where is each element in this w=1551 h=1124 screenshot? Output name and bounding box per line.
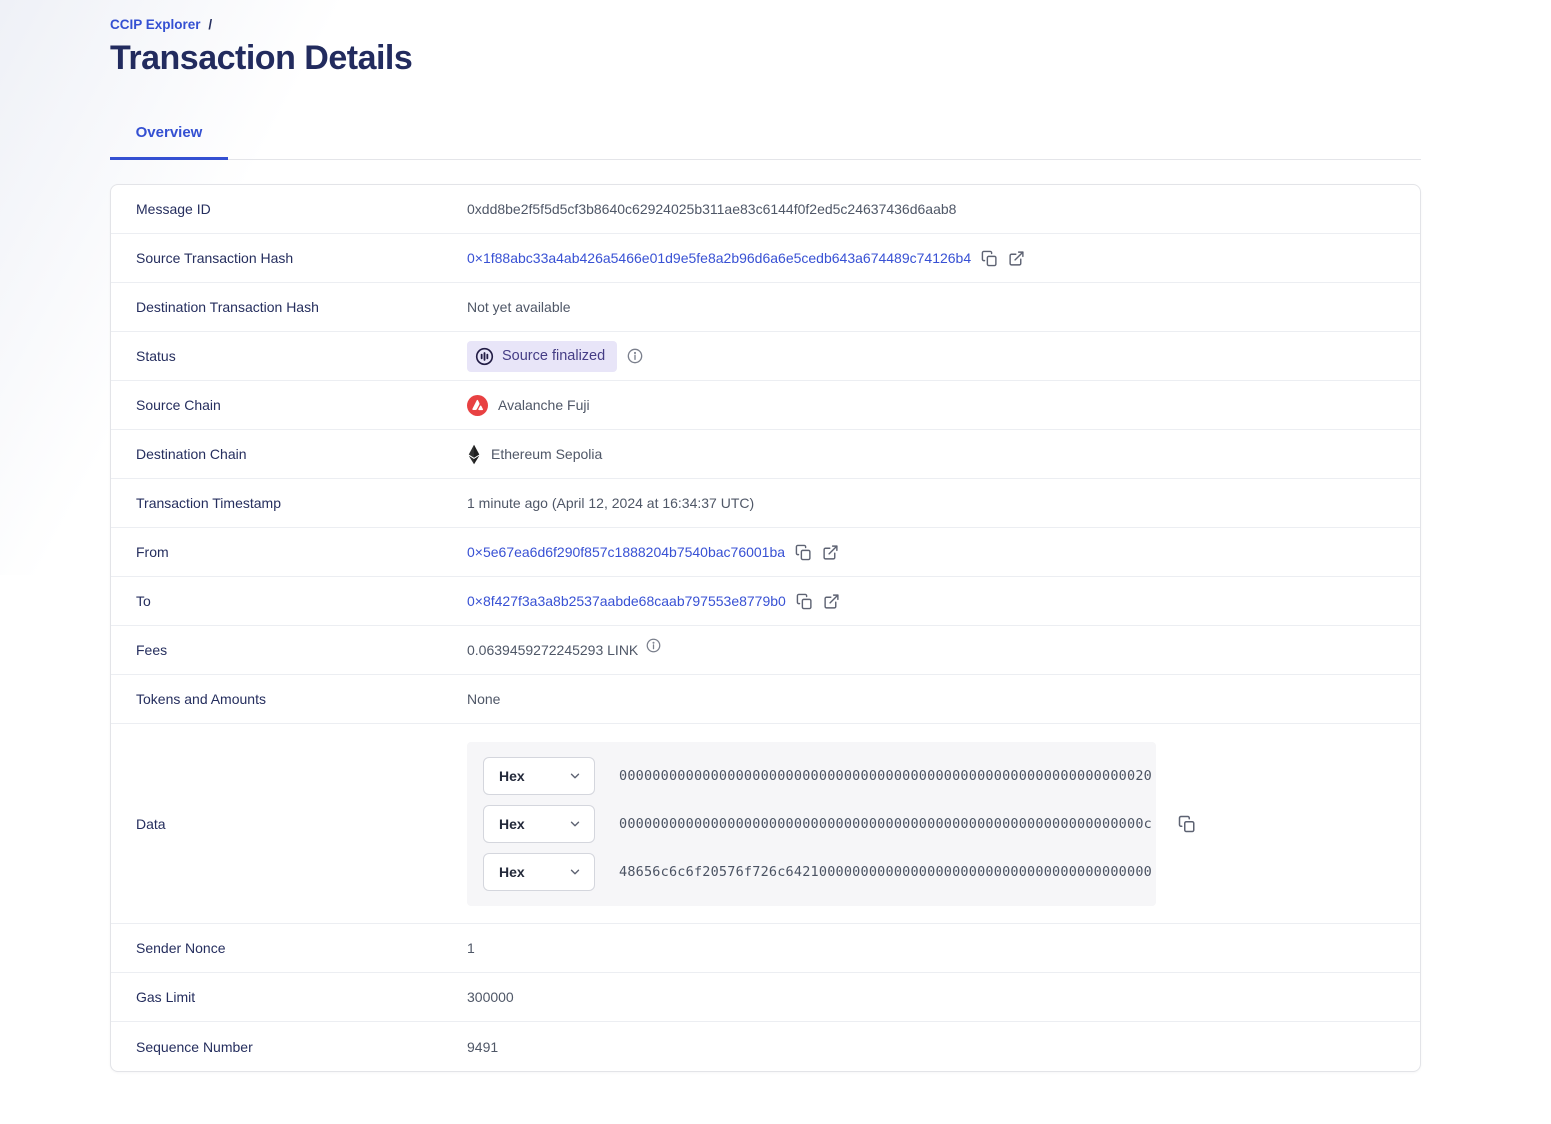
table-row-to: To 0×8f427f3a3a8b2537aabde68caab797553e8… — [111, 577, 1420, 626]
page: CCIP Explorer / Transaction Details Over… — [110, 17, 1421, 1072]
data-hex-word: 48656c6c6f20576f726c64210000000000000000… — [619, 863, 1152, 880]
transaction-details-table: Message ID 0xdd8be2f5f5d5cf3b8640c629240… — [110, 184, 1421, 1072]
select-value: Hex — [499, 815, 525, 832]
info-icon[interactable] — [646, 638, 661, 653]
copy-icon[interactable] — [795, 544, 812, 561]
breadcrumb: CCIP Explorer / — [110, 17, 1421, 32]
row-label: Source Chain — [136, 397, 221, 413]
data-format-select[interactable]: Hex — [483, 804, 595, 843]
external-link-icon[interactable] — [822, 544, 839, 561]
copy-icon[interactable] — [981, 250, 998, 267]
breadcrumb-separator: / — [208, 17, 213, 32]
table-row-source-tx-hash: Source Transaction Hash 0×1f88abc33a4ab4… — [111, 234, 1420, 283]
sequence-number-value: 9491 — [467, 1038, 499, 1055]
chevron-down-icon — [568, 769, 582, 783]
row-label: Destination Transaction Hash — [136, 299, 319, 315]
data-hex-panel: Hex 000000000000000000000000000000000000… — [467, 741, 1156, 906]
to-address-link[interactable]: 0×8f427f3a3a8b2537aabde68caab797553e8779… — [467, 593, 786, 609]
breadcrumb-link-ccip-explorer[interactable]: CCIP Explorer — [110, 17, 201, 32]
status-badge: Source finalized — [467, 340, 618, 372]
page-title: Transaction Details — [110, 39, 413, 77]
table-row-message-id: Message ID 0xdd8be2f5f5d5cf3b8640c629240… — [111, 185, 1420, 234]
ethereum-logo-icon — [467, 444, 481, 465]
message-id-value: 0xdd8be2f5f5d5cf3b8640c62924025b311ae83c… — [467, 201, 957, 217]
table-row-dest-tx-hash: Destination Transaction Hash Not yet ava… — [111, 283, 1420, 332]
table-row-sender-nonce: Sender Nonce 1 — [111, 924, 1420, 973]
select-value: Hex — [499, 863, 525, 880]
table-row-sequence-number: Sequence Number 9491 — [111, 1022, 1420, 1071]
row-label: Source Transaction Hash — [136, 250, 294, 266]
data-hex-word: 0000000000000000000000000000000000000000… — [619, 815, 1152, 832]
source-tx-hash-link[interactable]: 0×1f88abc33a4ab426a5466e01d9e5fe8a2b96d6… — [467, 250, 972, 266]
row-label: Transaction Timestamp — [136, 495, 281, 511]
row-label: Status — [136, 348, 176, 364]
tokens-value: None — [467, 691, 501, 707]
dest-tx-hash-value: Not yet available — [467, 299, 571, 315]
dest-chain-name: Ethereum Sepolia — [491, 446, 603, 462]
tab-overview[interactable]: Overview — [110, 124, 228, 160]
avalanche-logo-icon — [467, 394, 488, 416]
table-row-status: Status Source finalized — [111, 332, 1420, 381]
timestamp-value: 1 minute ago (April 12, 2024 at 16:34:37… — [467, 495, 755, 511]
row-label: Destination Chain — [136, 446, 247, 462]
data-format-select[interactable]: Hex — [483, 756, 595, 795]
data-line: Hex 000000000000000000000000000000000000… — [483, 804, 1152, 843]
select-value: Hex — [499, 767, 525, 784]
data-line: Hex 48656c6c6f20576f726c6421000000000000… — [483, 852, 1152, 891]
gas-limit-value: 300000 — [467, 989, 514, 1005]
data-hex-word: 0000000000000000000000000000000000000000… — [619, 767, 1152, 784]
chevron-down-icon — [568, 865, 582, 879]
tab-bar: Overview — [110, 124, 1421, 160]
table-row-source-chain: Source Chain Avalanche Fuji — [111, 381, 1420, 430]
row-label: Message ID — [136, 201, 211, 217]
table-row-from: From 0×5e67ea6d6f290f857c1888204b7540bac… — [111, 528, 1420, 577]
row-label: From — [136, 544, 169, 560]
external-link-icon[interactable] — [823, 593, 840, 610]
table-row-gas-limit: Gas Limit 300000 — [111, 973, 1420, 1022]
row-label: Sender Nonce — [136, 940, 226, 956]
row-label: Tokens and Amounts — [136, 691, 266, 707]
info-icon[interactable] — [627, 348, 643, 364]
row-label: Sequence Number — [136, 1038, 253, 1055]
table-row-dest-chain: Destination Chain Ethereum Sepolia — [111, 430, 1420, 479]
row-label: Fees — [136, 642, 168, 658]
sender-nonce-value: 1 — [467, 940, 475, 956]
row-label: Data — [136, 815, 166, 832]
row-label: Gas Limit — [136, 989, 196, 1005]
data-format-select[interactable]: Hex — [483, 852, 595, 891]
data-line: Hex 000000000000000000000000000000000000… — [483, 756, 1152, 795]
copy-icon[interactable] — [796, 593, 813, 610]
table-row-fees: Fees 0.0639459272245293 LINK — [111, 626, 1420, 675]
external-link-icon[interactable] — [1008, 250, 1025, 267]
fees-value: 0.0639459272245293 LINK — [467, 642, 639, 658]
status-badge-label: Source finalized — [502, 348, 606, 364]
table-row-data: Data Hex 0000000000000000000000000000000… — [111, 724, 1420, 924]
status-progress-icon — [475, 347, 494, 366]
from-address-link[interactable]: 0×5e67ea6d6f290f857c1888204b7540bac76001… — [467, 544, 786, 560]
source-chain-name: Avalanche Fuji — [498, 397, 590, 413]
table-row-tokens: Tokens and Amounts None — [111, 675, 1420, 724]
chevron-down-icon — [568, 817, 582, 831]
copy-icon[interactable] — [1178, 815, 1196, 833]
table-row-timestamp: Transaction Timestamp 1 minute ago (Apri… — [111, 479, 1420, 528]
row-label: To — [136, 593, 151, 609]
